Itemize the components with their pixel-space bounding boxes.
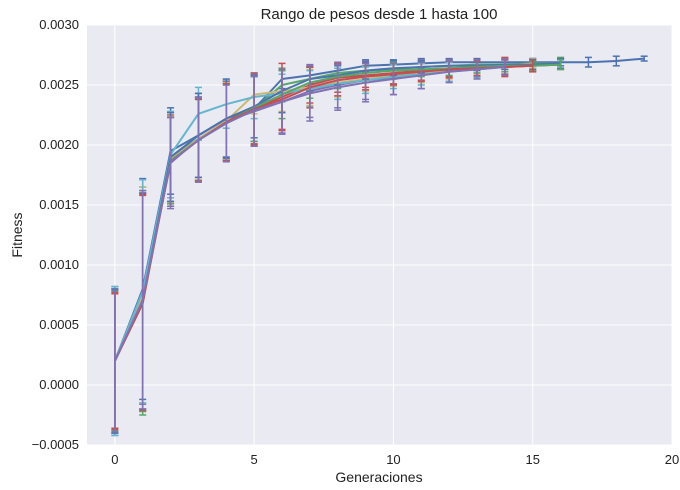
series-group [111, 55, 648, 437]
x-axis: 0 5 10 15 20 [111, 452, 679, 467]
x-tick-label: 15 [525, 452, 539, 467]
series-line [113, 66, 505, 362]
y-tick-label: 0.0000 [39, 377, 79, 392]
chart-title: Rango de pesos desde 1 hasta 100 [261, 6, 498, 23]
y-tick-label: 0.0005 [39, 317, 79, 332]
series-10 [111, 57, 509, 433]
y-axis: −0.0005 0.0000 0.0005 0.0010 0.0015 0.0020 0.0… [32, 17, 79, 452]
x-tick-label: 10 [386, 452, 400, 467]
x-tick-label: 20 [665, 452, 679, 467]
y-tick-label: −0.0005 [32, 437, 79, 452]
plot-area [87, 25, 672, 445]
x-tick-label: 0 [111, 452, 118, 467]
x-tick-label: 5 [251, 452, 258, 467]
y-tick-label: 0.0030 [39, 17, 79, 32]
y-tick-label: 0.0020 [39, 137, 79, 152]
y-tick-label: 0.0015 [39, 197, 79, 212]
y-axis-label: Fitness [9, 212, 25, 257]
x-axis-label: Generaciones [335, 469, 422, 485]
y-tick-label: 0.0010 [39, 257, 79, 272]
y-tick-label: 0.0025 [39, 77, 79, 92]
